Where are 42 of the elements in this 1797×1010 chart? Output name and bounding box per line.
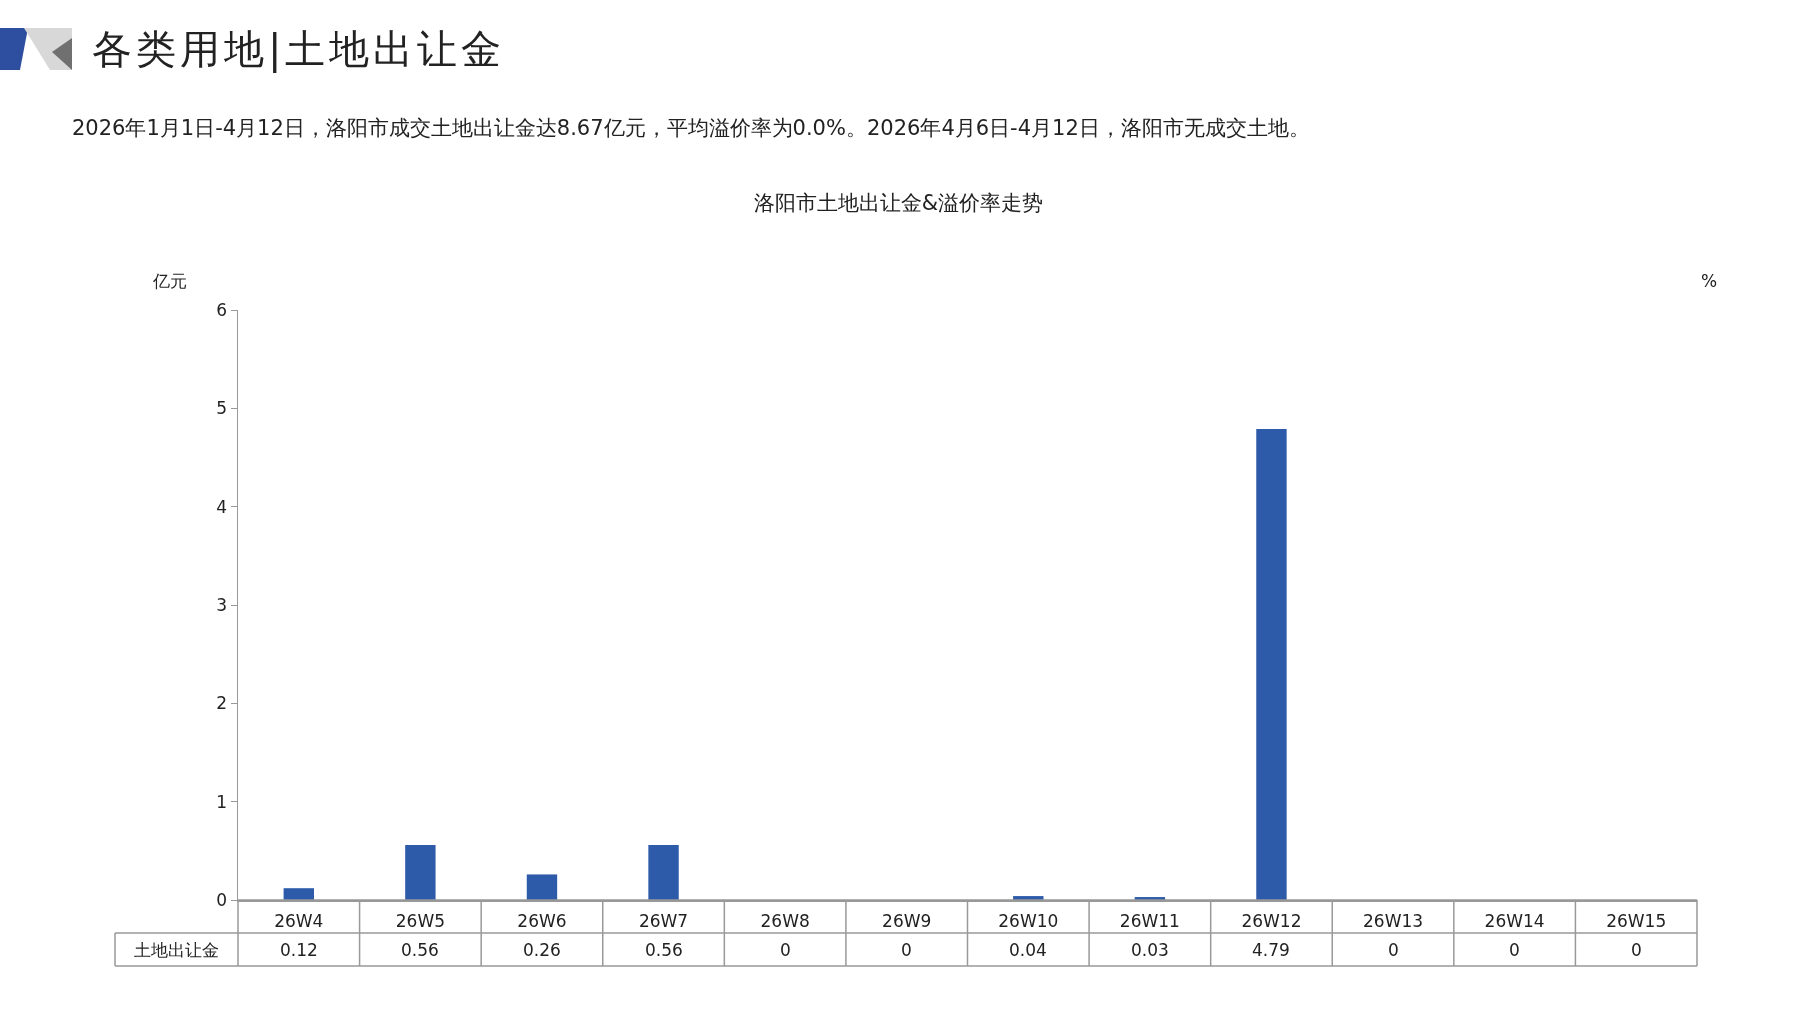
x-tick-label: 26W9 xyxy=(882,910,932,931)
y-tick-label: 6 xyxy=(216,299,228,320)
bar xyxy=(283,888,314,900)
data-label: 0 xyxy=(1631,940,1642,960)
x-tick-label: 26W13 xyxy=(1363,910,1424,931)
text: 各类用地|土地出让金 xyxy=(92,25,506,75)
x-tick-label: 26W8 xyxy=(760,910,810,931)
y-tick-label: 2 xyxy=(216,693,228,714)
x-tick-label: 26W4 xyxy=(274,910,324,931)
data-label: 0 xyxy=(1388,940,1399,960)
y-tick-label: 5 xyxy=(216,398,228,419)
bar xyxy=(1256,428,1287,900)
data-label: 0.03 xyxy=(1131,940,1169,960)
y-tick-label: 0 xyxy=(216,889,228,910)
data-label: 0 xyxy=(1509,940,1520,960)
bar xyxy=(405,844,436,900)
data-label: 0.56 xyxy=(645,940,683,960)
x-tick-label: 26W12 xyxy=(1241,910,1302,931)
x-tick-label: 26W7 xyxy=(638,910,689,931)
data-label: 0 xyxy=(780,940,791,960)
x-tick-label: 26W14 xyxy=(1484,910,1545,931)
chart-title: 洛阳市土地出让金&溢价率走势 xyxy=(753,190,1044,215)
y2-axis-title: % xyxy=(1701,271,1718,291)
y-tick-label: 1 xyxy=(216,791,228,812)
data-label: 0.04 xyxy=(1009,940,1047,960)
y-axis-title: 亿元 xyxy=(152,271,187,291)
data-label: 0 xyxy=(901,940,912,960)
y-tick-label: 4 xyxy=(216,496,228,517)
data-label: 0.26 xyxy=(523,940,561,960)
data-label: 0.56 xyxy=(401,940,439,960)
bar xyxy=(526,874,558,900)
text: 2026年1月1日-4月12日，洛阳市成交土地出让金达8.67亿元，平均溢价率为0.0%。2026年4月6日-4月12日，洛阳市无成交土地。 xyxy=(72,115,1310,142)
bar xyxy=(648,844,679,900)
text: 土地出让金 xyxy=(134,940,219,960)
x-tick-label: 26W6 xyxy=(517,910,567,931)
x-tick-label: 26W5 xyxy=(395,910,446,931)
x-tick-label: 26W11 xyxy=(1119,910,1180,931)
x-tick-label: 26W10 xyxy=(998,910,1059,931)
x-tick-label: 26W15 xyxy=(1606,910,1667,931)
data-label: 4.79 xyxy=(1252,940,1290,960)
y-tick-label: 3 xyxy=(216,594,228,615)
data-label: 0.12 xyxy=(280,940,318,960)
